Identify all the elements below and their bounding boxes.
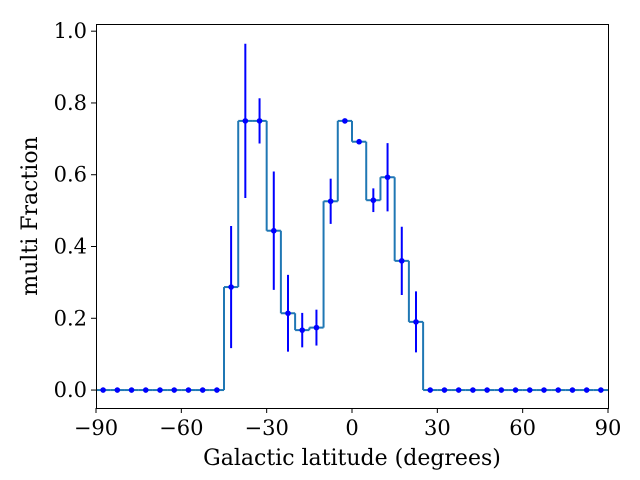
data-point — [555, 387, 562, 393]
data-point — [541, 387, 547, 393]
y-tick-label: 0.6 — [54, 163, 87, 187]
data-point — [128, 387, 135, 393]
y-tick-label: 0.4 — [54, 235, 87, 259]
data-point — [583, 387, 590, 393]
x-tick-label: 30 — [424, 416, 451, 440]
data-point — [199, 387, 206, 393]
plot-marks — [96, 43, 608, 393]
data-point — [398, 258, 405, 264]
data-point — [569, 387, 576, 393]
data-point — [299, 327, 306, 333]
data-point — [470, 387, 476, 393]
data-point — [142, 387, 149, 393]
x-tick-label: −30 — [245, 416, 289, 440]
data-point — [356, 138, 362, 145]
data-point — [441, 387, 448, 393]
x-tick-label: −60 — [159, 416, 203, 440]
x-tick-label: 90 — [595, 416, 622, 440]
data-point — [100, 387, 106, 393]
data-point — [413, 319, 419, 325]
data-point — [526, 387, 533, 393]
data-point — [427, 387, 434, 393]
y-tick-label: 0.8 — [54, 91, 87, 115]
data-point — [242, 118, 249, 124]
plot-frame — [96, 24, 609, 409]
x-tick-label: −90 — [74, 416, 118, 440]
data-point — [498, 387, 505, 393]
x-tick-label: 60 — [509, 416, 536, 440]
x-axis-label: Galactic latitude (degrees) — [203, 446, 501, 471]
y-axis-label: multi Fraction — [18, 136, 43, 295]
data-point — [228, 284, 234, 290]
x-axis-ticks: −90 −60 −30 0 30 60 90 — [74, 408, 622, 440]
data-point — [327, 198, 334, 205]
data-point — [598, 387, 604, 393]
y-axis-ticks: 0.0 0.2 0.4 0.6 0.8 1.0 — [54, 19, 96, 402]
data-point — [370, 197, 377, 204]
x-tick-label: 0 — [345, 416, 358, 440]
data-point — [285, 310, 291, 317]
data-point — [270, 227, 277, 234]
data-point — [256, 118, 263, 124]
data-point — [214, 387, 220, 393]
data-point — [484, 387, 490, 393]
data-point — [114, 387, 121, 393]
data-point — [512, 387, 519, 393]
data-point — [185, 387, 192, 393]
data-point — [171, 387, 178, 393]
data-point — [342, 118, 348, 124]
data-point — [384, 174, 391, 181]
y-tick-label: 0.2 — [54, 306, 87, 330]
data-point — [455, 387, 462, 393]
y-tick-label: 0.0 — [54, 378, 87, 402]
y-tick-label: 1.0 — [54, 19, 87, 43]
data-point — [157, 387, 163, 393]
data-point — [313, 324, 320, 331]
